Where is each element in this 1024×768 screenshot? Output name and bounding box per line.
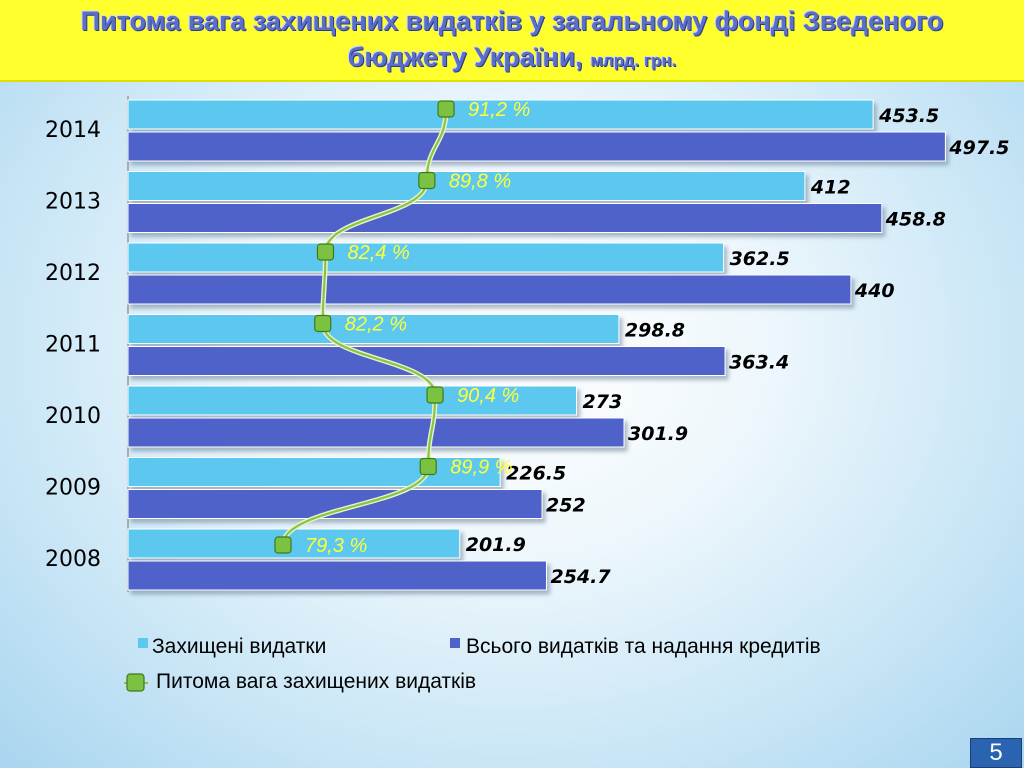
bar-total-2011 xyxy=(127,346,726,376)
share-label-2011: 82,2 % xyxy=(345,314,407,336)
data-label-protected-2013: 412 xyxy=(810,177,851,199)
data-label-protected-2014: 453.5 xyxy=(878,105,939,127)
legend-swatch-protected xyxy=(138,638,148,648)
share-label-2012: 82,4 % xyxy=(347,242,409,264)
bar-protected-2014 xyxy=(127,99,874,130)
bar-total-2010 xyxy=(127,417,625,448)
bar-protected-2012 xyxy=(127,242,725,273)
share-marker-2014 xyxy=(437,100,455,118)
chart-title-line1: Питома вага захищених видатків у загальн… xyxy=(80,6,944,36)
bar-total-2008 xyxy=(127,560,547,591)
data-label-protected-2012: 362.5 xyxy=(730,248,790,270)
data-label-total-2009: 252 xyxy=(546,495,586,517)
chart-title-line2: бюджету України, млрд. грн. xyxy=(0,42,1024,73)
bar-protected-2013 xyxy=(127,171,806,201)
share-label-2014: 91,2 % xyxy=(468,99,530,121)
bar-protected-2011 xyxy=(127,314,620,344)
share-marker-2013 xyxy=(418,171,436,190)
tick-label-2010: 2010 xyxy=(45,404,101,429)
chart-title-line2-main: бюджету України, xyxy=(347,42,583,72)
tick-label-2014: 2014 xyxy=(45,118,101,143)
share-marker-2009 xyxy=(419,457,437,476)
bar-protected-2008 xyxy=(127,528,461,559)
legend-swatch-total xyxy=(450,638,460,648)
bar-total-2012 xyxy=(127,274,852,305)
legend-label-total: Всього видатків та надання кредитів xyxy=(466,635,821,658)
data-label-total-2011: 363.4 xyxy=(729,352,789,374)
tick-label-2011: 2011 xyxy=(45,333,101,358)
title-band: Питома вага захищених видатків у загальн… xyxy=(0,0,1024,82)
data-label-total-2008: 254.7 xyxy=(550,566,611,588)
data-label-protected-2010: 273 xyxy=(583,391,623,413)
legend-label-share: Питома вага захищених видатків xyxy=(156,670,476,693)
legend-label-protected: Захищені видатки xyxy=(152,635,326,658)
share-marker-2010 xyxy=(426,386,444,404)
share-marker-2012 xyxy=(316,243,335,261)
bar-total-2014 xyxy=(127,131,946,162)
bar-protected-2009 xyxy=(127,457,501,487)
data-label-total-2012: 440 xyxy=(854,280,895,302)
legend-marker-share xyxy=(126,673,145,692)
bar-protected-2010 xyxy=(127,385,578,416)
tick-label-2013: 2013 xyxy=(45,190,101,215)
share-marker-2008 xyxy=(274,536,292,554)
data-label-total-2014: 497.5 xyxy=(948,137,1009,159)
bar-total-2013 xyxy=(127,203,883,233)
chart-title-unit: млрд. грн. xyxy=(590,51,677,70)
data-label-total-2010: 301.9 xyxy=(628,423,688,445)
data-label-total-2013: 458.8 xyxy=(885,209,946,231)
share-label-2010: 90,4 % xyxy=(457,385,519,407)
data-label-protected-2008: 201.9 xyxy=(466,534,526,556)
share-marker-2011 xyxy=(314,314,332,333)
share-label-2013: 89,8 % xyxy=(449,171,511,193)
share-label-2009: 89,9 % xyxy=(450,457,512,479)
page-number: 5 xyxy=(970,738,1022,768)
tick-label-2009: 2009 xyxy=(45,476,101,501)
data-label-protected-2011: 298.8 xyxy=(625,320,685,342)
tick-label-2012: 2012 xyxy=(45,261,101,286)
tick-label-2008: 2008 xyxy=(45,547,101,572)
data-label-protected-2009: 226.5 xyxy=(506,463,566,485)
share-label-2008: 79,3 % xyxy=(305,535,367,557)
